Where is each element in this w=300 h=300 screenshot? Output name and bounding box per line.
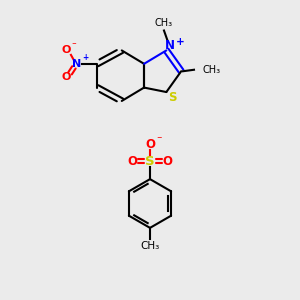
Text: N: N [165,39,175,52]
Text: +: + [176,37,184,46]
Text: O: O [62,45,71,56]
Text: O: O [127,155,137,168]
Text: +: + [82,53,88,62]
Text: CH₃: CH₃ [140,241,160,251]
Text: ⁻: ⁻ [156,135,162,145]
Text: O: O [163,155,173,168]
Text: O: O [145,138,155,152]
Text: CH₃: CH₃ [155,18,173,28]
Text: S: S [168,92,176,104]
Text: N: N [72,59,82,69]
Text: CH₃: CH₃ [203,65,221,75]
Text: O: O [62,72,71,82]
Text: S: S [145,155,155,168]
Text: ⁻: ⁻ [71,41,76,50]
